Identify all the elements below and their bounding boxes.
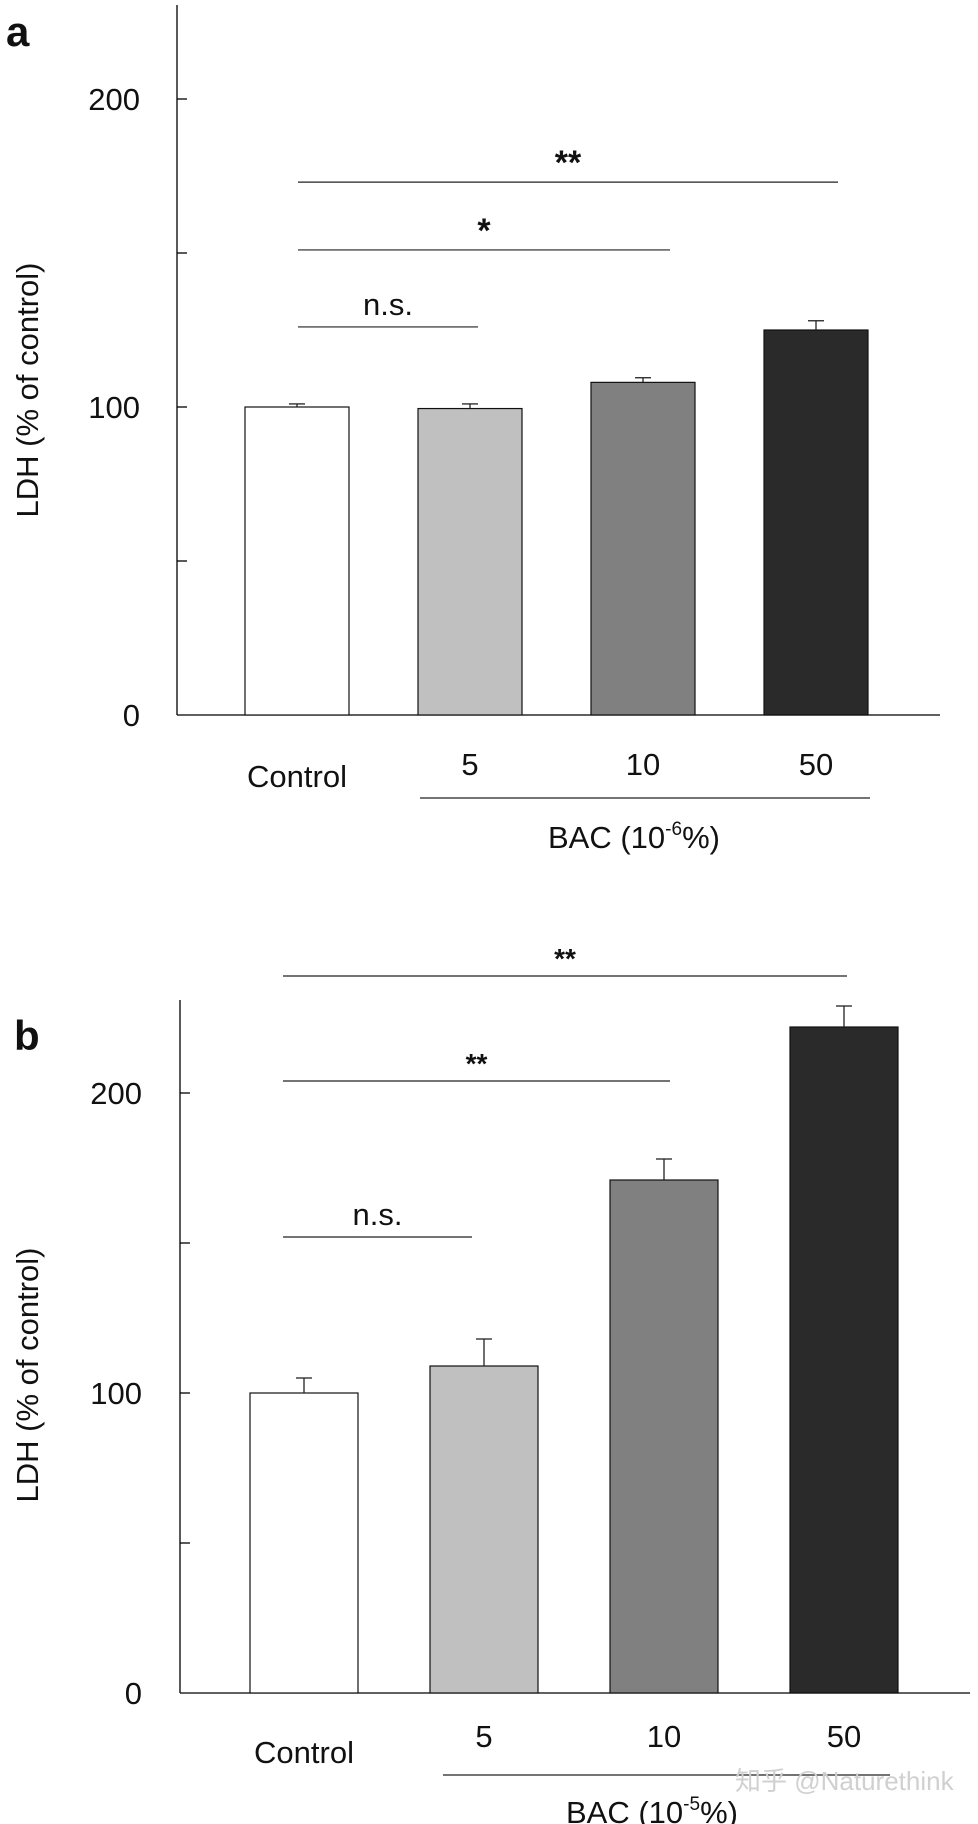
y-tick-label: 200 (90, 1076, 142, 1111)
significance-label-2: ** (555, 144, 582, 182)
group-label: BAC (10-5%) (566, 1794, 738, 1824)
group-label-tail: %) (682, 820, 720, 855)
chart-panel-a: a 0 100 200 LDH (% of control) Control 5 10 50 BA… (6, 5, 940, 855)
bar-3 (763, 329, 869, 716)
bar-2 (609, 1179, 719, 1694)
watermark-text: 知乎 @Naturethink (735, 1766, 955, 1796)
y-tick-label: 0 (125, 1676, 142, 1711)
x-category-label: 50 (827, 1719, 861, 1754)
significance-label-0: n.s. (353, 1197, 403, 1232)
bar-2 (590, 381, 696, 716)
group-label-tail: %) (700, 1795, 738, 1824)
group-label-main: BAC (10 (566, 1795, 683, 1824)
group-label-main: BAC (10 (548, 820, 665, 855)
y-tick-label: 200 (88, 82, 140, 117)
x-category-label: 5 (461, 747, 478, 782)
bar-0 (244, 406, 350, 716)
y-tick-label: 100 (88, 390, 140, 425)
group-label: BAC (10-6%) (548, 819, 720, 855)
y-tick-label: 0 (123, 698, 140, 733)
panel-label: a (6, 8, 30, 55)
bar-1 (429, 1365, 539, 1694)
y-tick-label: 100 (90, 1376, 142, 1411)
significance-label-2: ** (554, 943, 576, 974)
significance-label-0: n.s. (363, 287, 413, 322)
group-label-exponent: -5 (683, 1794, 700, 1815)
panel-label: b (14, 1012, 40, 1059)
bar-0 (249, 1392, 359, 1694)
x-category-label: 50 (799, 747, 833, 782)
y-axis-label: LDH (% of control) (10, 1248, 45, 1503)
x-category-label: 5 (475, 1719, 492, 1754)
x-category-label: 10 (647, 1719, 681, 1754)
significance-label-1: ** (466, 1048, 488, 1079)
x-category-label: 10 (626, 747, 660, 782)
x-category-label: Control (247, 759, 347, 794)
bar-3 (789, 1026, 899, 1694)
chart-panel-b: b 0 100 200 LDH (% of control) Control 5 10 50 BA… (10, 943, 970, 1824)
x-category-label: Control (254, 1735, 354, 1770)
significance-label-1: * (477, 212, 491, 250)
group-label-exponent: -6 (665, 819, 682, 840)
y-axis-label: LDH (% of control) (10, 263, 45, 518)
bar-1 (417, 407, 523, 716)
